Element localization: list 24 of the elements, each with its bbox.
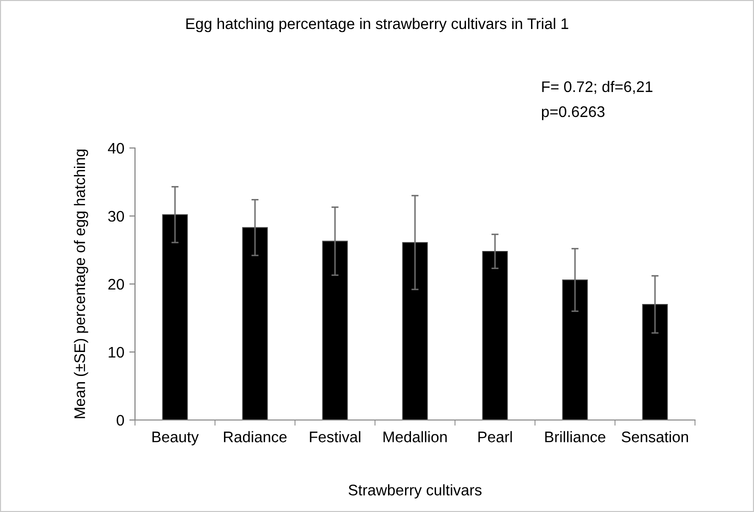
x-tick-label: Festival — [310, 431, 360, 442]
x-tick-label: Beauty — [152, 432, 199, 446]
x-tick-label: Pearl — [478, 431, 512, 442]
bar — [162, 214, 188, 420]
bar — [482, 250, 508, 420]
y-tick-label: 20 — [108, 278, 124, 290]
x-tick-label: Radiance — [224, 431, 287, 442]
y-tick-label: 30 — [108, 210, 124, 222]
x-tick-label: Sensation — [622, 431, 688, 442]
y-tick-label: 40 — [108, 142, 124, 154]
chart-title: Egg hatching percentage in strawberry cultivars in Trial 1 — [186, 18, 568, 32]
bar — [242, 227, 268, 420]
x-tick-label: Brilliance — [545, 431, 606, 442]
y-tick-label: 0 — [116, 414, 124, 426]
x-axis-title: Strawberry cultivars — [348, 484, 482, 498]
bar — [322, 240, 348, 420]
bar — [642, 304, 668, 420]
bar — [402, 242, 428, 420]
x-tick-label: Medallion — [384, 431, 447, 442]
y-axis-title: Mean (±SE) percentage of egg hatching — [74, 150, 88, 418]
bar — [562, 280, 588, 420]
y-tick-label: 10 — [108, 346, 124, 358]
text: F= 0.72; df=6,21 — [542, 80, 652, 94]
text: p=0.6263 — [542, 106, 604, 120]
